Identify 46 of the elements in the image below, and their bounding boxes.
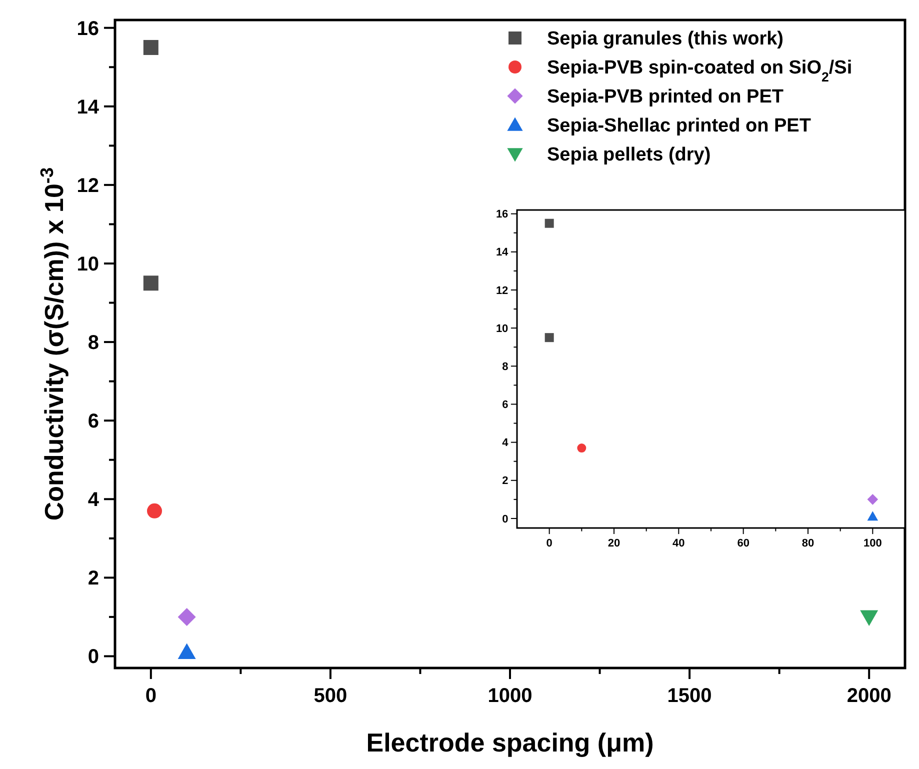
point (544, 333, 554, 342)
x-tick-label: 2000 (846, 685, 892, 707)
x-tick-label: 1000 (488, 685, 532, 707)
y-tick-label: 14 (496, 246, 510, 259)
legend-label: Sepia pellets (dry) (547, 144, 711, 166)
point (867, 511, 878, 521)
x-tick-label: 40 (672, 538, 685, 550)
y-tick-label: 16 (496, 208, 508, 221)
point (544, 218, 554, 228)
y-tick-label: 2 (88, 568, 99, 590)
point (143, 40, 158, 55)
point (147, 503, 162, 518)
y-tick-label: 2 (502, 475, 508, 488)
x-tick-label: 0 (546, 538, 552, 550)
legend-label: Sepia-Shellac printed on PET (547, 116, 812, 137)
point (867, 494, 878, 505)
legend-label: Sepia granules (this work) (547, 28, 784, 50)
point (577, 444, 586, 453)
x-tick-label: 20 (608, 538, 620, 550)
legend-label: Sepia-PVB spin-coated on SiO$_{2}$/Si (547, 58, 852, 84)
y-tick-label: 12 (76, 174, 99, 197)
y-tick-label: 16 (76, 18, 99, 40)
point (178, 643, 196, 660)
x-axis-title: Electrode spacing (μm) (366, 727, 654, 758)
y-tick-label: 6 (502, 399, 508, 412)
point (860, 610, 878, 626)
x-tick-label: 100 (863, 538, 882, 550)
y-tick-label: 10 (496, 322, 508, 335)
y-tick-label: 8 (88, 332, 99, 354)
x-tick-label: 60 (737, 538, 750, 550)
y-tick-label: 0 (502, 513, 508, 526)
x-tick-label: 80 (802, 538, 814, 550)
y-tick-label: 6 (88, 410, 99, 433)
x-tick-label: 0 (145, 685, 156, 707)
y-tick-label: 12 (496, 284, 508, 297)
y-tick-label: 14 (76, 96, 100, 118)
y-tick-label: 0 (88, 646, 99, 668)
point (143, 276, 158, 291)
y-tick-label: 10 (76, 253, 99, 276)
y-tick-label: 4 (502, 437, 510, 450)
point (178, 608, 196, 626)
x-tick-label: 500 (314, 685, 348, 707)
y-tick-label: 4 (88, 489, 100, 512)
y-tick-label: 8 (502, 360, 508, 373)
x-tick-label: 1500 (667, 685, 712, 707)
legend-label: Sepia-PVB printed on PET (547, 86, 784, 108)
